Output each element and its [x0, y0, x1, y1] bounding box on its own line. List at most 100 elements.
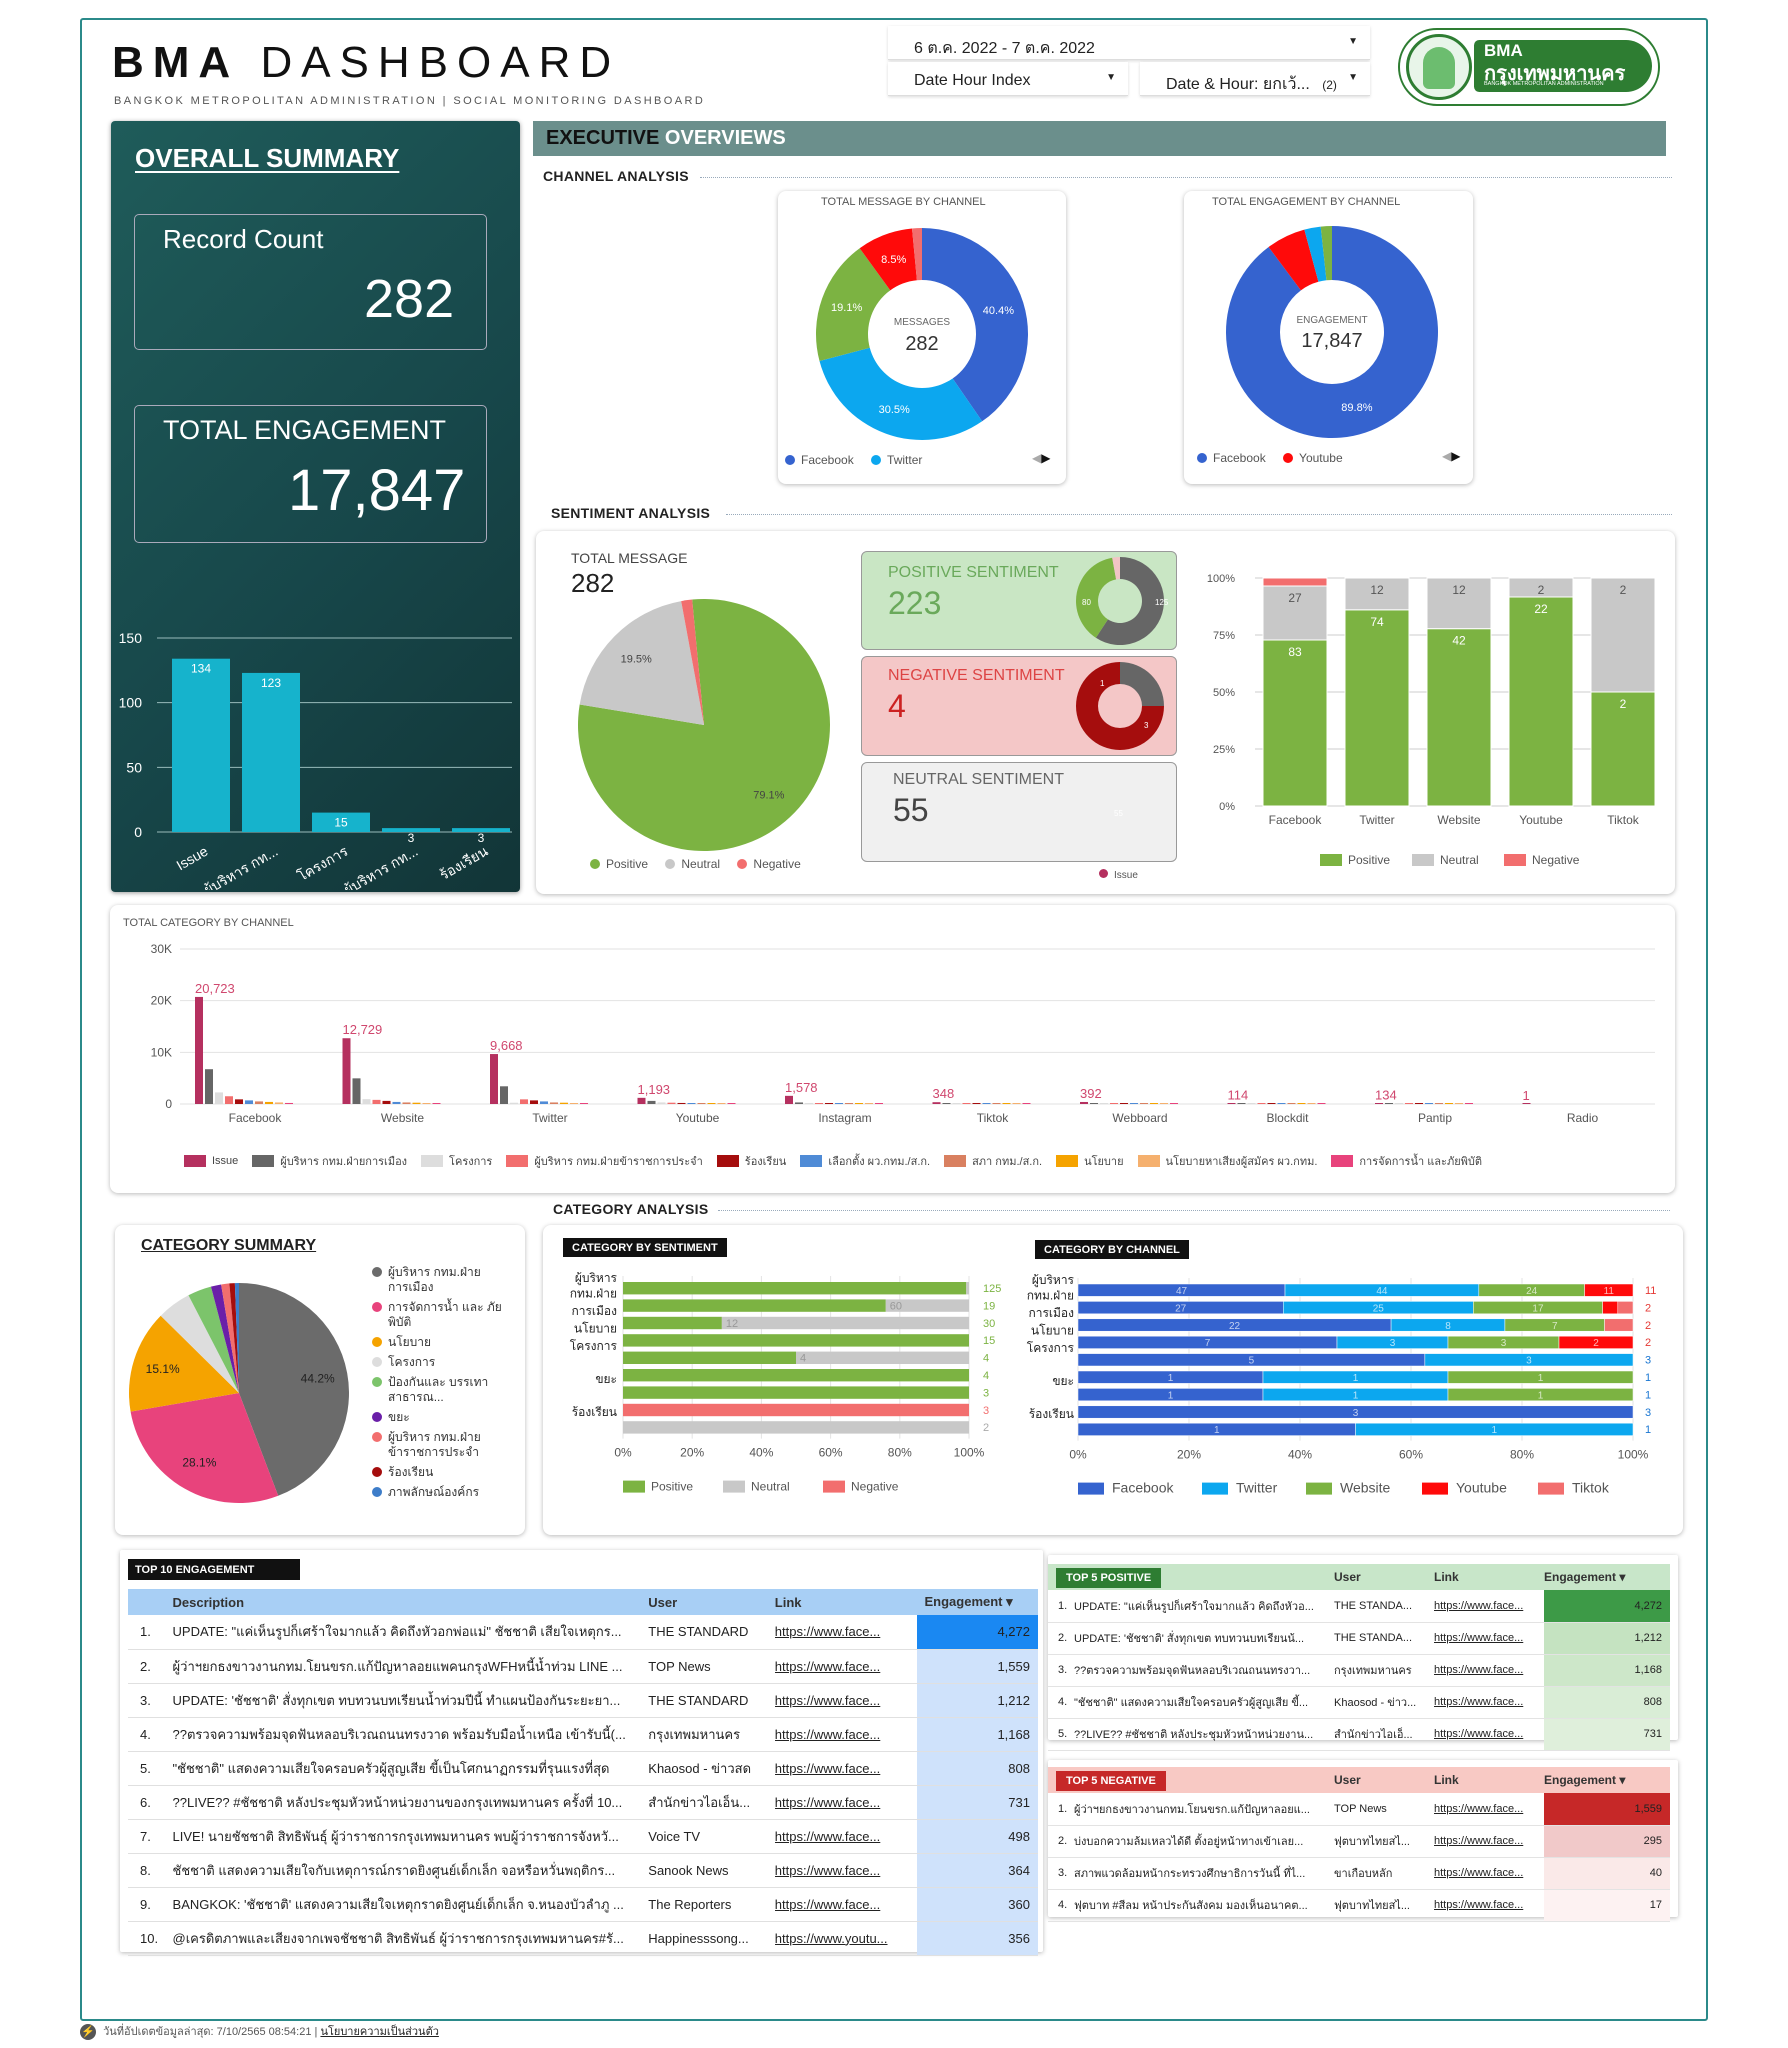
table-row[interactable]: 3. UPDATE: 'ชัชชาติ' สั่งทุกเขต ทบทวนบทเร…	[128, 1683, 1038, 1718]
table-row[interactable]: 2. บ่งบอกความล้มเหลวได้ดี ตั้งอยู่หน้าทาง…	[1048, 1825, 1670, 1858]
table-row[interactable]: 6. ??LIVE?? #ชัชชาติ หลังประชุมหัวหน้าหน่…	[128, 1785, 1038, 1820]
col-user[interactable]: User	[1334, 1773, 1361, 1787]
table-row[interactable]: 4. "ชัชชาติ" แสดงความเสียใจครอบครัวผู้สูญ…	[1048, 1686, 1670, 1719]
cat-bar	[1110, 1103, 1118, 1104]
legend-pager[interactable]: ◀▶	[1442, 449, 1461, 463]
col-user[interactable]: User	[648, 1594, 678, 1610]
segment-label: 83	[1288, 645, 1302, 659]
rank: 5.	[128, 1751, 173, 1786]
segment-label: 1	[1491, 1425, 1497, 1436]
slice-3	[859, 228, 917, 291]
legend-pager[interactable]: ◀▶	[1032, 451, 1051, 465]
stack-segment	[623, 1351, 796, 1364]
cat-bar	[1445, 1103, 1453, 1104]
legend-item: ผู้บริหาร กทม.ฝ่าย ข้าราชการประจำ	[372, 1430, 522, 1460]
table-row[interactable]: 9. BANGKOK: 'ชัชชาติ' แสดงความเสียใจเหตุก…	[128, 1887, 1038, 1922]
x-tick: 100%	[954, 1446, 985, 1460]
table-row[interactable]: 1. UPDATE: "แค่เห็นรูปก็เศร้าใจมากแล้ว คิ…	[128, 1615, 1038, 1650]
total-engagement-label: TOTAL ENGAGEMENT	[163, 415, 447, 445]
top-label: 1	[1523, 1088, 1530, 1103]
date-range-picker[interactable]: 6 ต.ค. 2022 - 7 ต.ค. 2022 ▼	[888, 26, 1370, 60]
neutral-sentiment-label: NEUTRAL SENTIMENT	[893, 771, 1064, 788]
engagement-donut-title: TOTAL ENGAGEMENT BY CHANNEL	[1212, 196, 1401, 208]
slice-0	[239, 1283, 349, 1496]
col-engagement[interactable]: Engagement ▾	[1544, 1570, 1626, 1584]
user: Sanook News	[648, 1853, 775, 1888]
row-total: 30	[983, 1318, 995, 1330]
row-total: 1	[1645, 1424, 1651, 1436]
link[interactable]: https://www.face...	[774, 1683, 917, 1718]
row-total: 15	[983, 1335, 995, 1347]
col-engagement[interactable]: Engagement ▾	[1544, 1773, 1626, 1787]
table-row[interactable]: 7. LIVE! นายชัชชาติ สิทธิพันธุ์ ผู้ว่าราช…	[128, 1819, 1038, 1854]
cat-bar	[1237, 1103, 1246, 1104]
cat-bar	[1297, 1103, 1306, 1104]
table-row[interactable]: 1. UPDATE: "แค่เห็นรูปก็เศร้าใจมากแล้ว คิ…	[1048, 1590, 1670, 1623]
legend-item: โครงการ	[421, 1152, 492, 1170]
link[interactable]: https://www.face...	[774, 1751, 917, 1786]
legend-item: ผู้บริหาร กทม.ฝ่ายข้าราชการประจำ	[506, 1152, 703, 1170]
table-row[interactable]: 3. สภาพแวดล้อมหน้ากระทรวงศึกษาธิการวันนี้…	[1048, 1857, 1670, 1890]
link[interactable]: https://www.face...	[774, 1717, 917, 1752]
cat-bar	[1415, 1103, 1423, 1104]
message-donut-chart: 40.4% 30.5% 19.1% 8.5% MESSAGES 282	[816, 228, 1028, 440]
legend-item: ภาพลักษณ์องค์กร	[372, 1485, 522, 1500]
user: Voice TV	[648, 1819, 775, 1854]
table-row[interactable]: 5. "ชัชชาติ" แสดงความเสียใจครอบครัวผู้สูญ…	[128, 1751, 1038, 1786]
category-by-sentiment-title: CATEGORY BY SENTIMENT	[563, 1238, 727, 1257]
link[interactable]: https://www.face...	[774, 1853, 917, 1888]
engagement-value: 1,168	[916, 1717, 1038, 1752]
col-user[interactable]: User	[1334, 1570, 1361, 1584]
cat-bar	[677, 1102, 686, 1104]
y-tick: โครงการ	[570, 1339, 618, 1353]
table-row[interactable]: 2. ผู้ว่าฯยกธงขาวงานกทม.โยนขรก.แก้ปัญหาลอ…	[128, 1649, 1038, 1684]
col-link[interactable]: Link	[774, 1594, 802, 1610]
stack-segment	[1602, 1301, 1619, 1315]
brand-short: BMA	[1484, 41, 1523, 60]
link[interactable]: https://www.face...	[774, 1615, 917, 1650]
y-tick: 100	[119, 695, 143, 711]
link[interactable]: https://www.face...	[774, 1649, 917, 1684]
slice-label-1: 28.1%	[182, 1455, 216, 1469]
slice-3	[1320, 226, 1332, 281]
dimension-select[interactable]: Date Hour Index ▼	[888, 62, 1128, 96]
slice-2	[1304, 226, 1327, 282]
description: @เครดิตภาพและเสียงจากเพจชัชชาติ สิทธิพัน…	[172, 1921, 649, 1956]
user: THE STANDARD	[648, 1615, 775, 1650]
slice-label-0: 44.2%	[301, 1372, 335, 1386]
table-row[interactable]: 2. UPDATE: 'ชัชชาติ' สั่งทุกเขต ทบทวนบทเร…	[1048, 1622, 1670, 1655]
x-tick: Website	[1437, 813, 1480, 827]
col-link[interactable]: Link	[1434, 1570, 1459, 1584]
row-total: 2	[983, 1422, 989, 1434]
link[interactable]: https://www.face...	[774, 1785, 917, 1820]
top-label: 114	[1228, 1087, 1249, 1102]
col-description[interactable]: Description	[172, 1594, 245, 1610]
table-row[interactable]: 1. ผู้ว่าฯยกธงขาวงานกทม.โยนขรก.แก้ปัญหาลอ…	[1048, 1793, 1670, 1826]
link[interactable]: https://www.youtu...	[774, 1921, 917, 1956]
table-row[interactable]: 8. ชัชชาติ แสดงความเสียใจกับเหตุการณ์กราด…	[128, 1853, 1038, 1888]
top-label: 1,193	[638, 1082, 671, 1097]
top-label: 348	[933, 1086, 955, 1101]
link[interactable]: https://www.face...	[774, 1887, 917, 1922]
x-tick: ร้องเรียน	[437, 843, 491, 883]
cat-bar	[972, 1103, 981, 1104]
col-engagement[interactable]: Engagement ▾	[924, 1594, 1013, 1609]
table-row[interactable]: 5. ??LIVE?? #ชัชชาติ หลังประชุมหัวหน้าหน่…	[1048, 1718, 1670, 1751]
link[interactable]: https://www.face...	[774, 1819, 917, 1854]
neutral-sentiment-value: 55	[893, 792, 929, 828]
date-hour-filter[interactable]: Date & Hour: ยกเว้... (2) ▼	[1140, 62, 1370, 96]
legend-swatch	[1538, 1482, 1564, 1495]
privacy-link[interactable]: นโยบายความเป็นส่วนตัว	[320, 2026, 439, 2038]
executive-title-light: OVERVIEWS	[659, 127, 786, 149]
table-row[interactable]: 3. ??ตรวจความพร้อมจุดฟันหลอบริเวณถนนทรงวา…	[1048, 1654, 1670, 1687]
table-row[interactable]: 4. ฟุตบาท #สีลม หน้าประกันสังคม มองเห็นอน…	[1048, 1889, 1670, 1922]
message-donut-title: TOTAL MESSAGE BY CHANNEL	[821, 196, 986, 208]
cat-bar	[845, 1103, 853, 1104]
slice-5	[210, 1284, 239, 1393]
table-row[interactable]: 4. ??ตรวจความพร้อมจุดฟันหลอบริเวณถนนทรงวา…	[128, 1717, 1038, 1752]
table-row[interactable]: 10. @เครดิตภาพและเสียงจากเพจชัชชาติ สิทธิ…	[128, 1921, 1038, 1956]
col-link[interactable]: Link	[1434, 1773, 1459, 1787]
sentiment-pie-legend: Positive Neutral Negative	[590, 857, 815, 872]
cat-bar	[982, 1103, 991, 1104]
segment-label: 8	[1445, 1321, 1451, 1332]
